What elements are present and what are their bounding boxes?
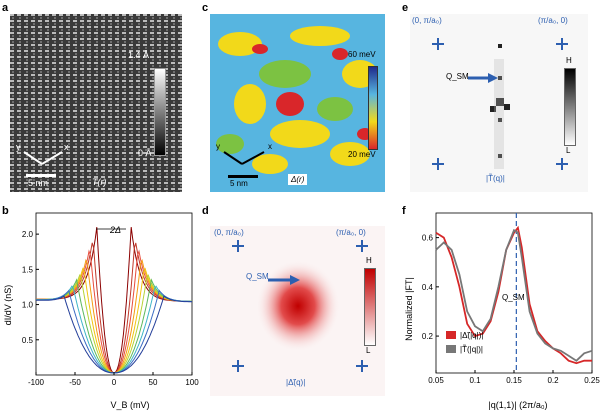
spectrum-line-4 [36, 267, 192, 374]
legend-swatch-red [446, 331, 456, 339]
chart-b-ytick-label: 1.5 [22, 265, 34, 274]
spectrum-line-3 [36, 258, 192, 374]
qsm-label-e: Q_SM [446, 72, 469, 81]
axis-x-label-c: x [268, 142, 272, 151]
colorbar-top-label: 1.4 Å [128, 50, 150, 60]
chart-f-ylabel: Normalized |FT| [404, 277, 414, 341]
ft-series-0 [435, 225, 592, 365]
chart-f-ytick-label: 0.6 [422, 234, 434, 243]
map-label-e: |T̃(q)| [486, 174, 505, 183]
ft-series-1 [435, 228, 593, 362]
axis-y-label-c: y [216, 142, 220, 151]
panel-label-f: f [402, 205, 406, 217]
colorbar-bottom-label-d: L [366, 346, 371, 355]
panel-label-d: d [202, 205, 209, 217]
axis-y-label: y [16, 142, 21, 152]
chart-b-xtick-label: 100 [185, 378, 199, 387]
spectrum-line-2 [36, 249, 192, 374]
chart-b-xtick-label: 0 [112, 378, 117, 387]
chart-b-ytick-label: 2.0 [22, 230, 34, 239]
corner-tr-d: (π/a₀, 0) [336, 228, 366, 237]
legend-label-gray: |T̃(|q|)| [460, 345, 483, 354]
panel-label-b: b [2, 205, 9, 217]
chart-f-ytick-label: 0.4 [422, 283, 434, 292]
colorbar-bottom-label: 0 Å [138, 148, 152, 158]
ft-topograph-image: (0, π/a₀) (π/a₀, 0) Q_SM H L |T̃(q)| [410, 14, 588, 192]
chart-f-xlabel: |q(1,1)| (2π/a₀) [488, 400, 547, 410]
chart-b-xlabel: V_B (mV) [110, 400, 149, 410]
gap-map-texture [210, 14, 385, 192]
spectrum-line-6 [36, 278, 192, 374]
map-label-c: Δ(r) [288, 174, 308, 185]
corner-tr-e: (π/a₀, 0) [538, 16, 568, 25]
chart-f-xtick-label: 0.15 [506, 376, 522, 385]
corner-tl-d: (0, π/a₀) [214, 228, 244, 237]
scale-bar [26, 174, 56, 177]
colorbar-e [564, 68, 576, 146]
ft-topograph-texture [432, 38, 568, 170]
spectrum-line-9 [36, 295, 192, 374]
chart-f-xtick-label: 0.25 [584, 376, 600, 385]
chart-f-vline-label: Q_SM [502, 293, 525, 302]
colorbar-bottom-label-e: L [566, 146, 571, 155]
panel-label-a: a [2, 2, 9, 14]
legend-label-red: |Δ̃(|q|)| [460, 331, 483, 340]
axes-arrows-c [223, 151, 265, 165]
axis-x-label: x [64, 142, 69, 152]
ft-profile-chart: 0.05 0.1 0.15 0.2 0.25 0.2 0.4 0.6 |q(1,1)| (2π… [404, 212, 600, 410]
spectrum-line-1 [36, 242, 192, 374]
panel-label-c: c [202, 2, 209, 14]
panel-label-e: e [402, 2, 409, 14]
chart-b-xtick-label: -50 [69, 378, 81, 387]
chart-b-xtick-label: -100 [28, 378, 45, 387]
map-label-a: T(r) [92, 177, 107, 187]
legend-swatch-gray [446, 345, 456, 353]
spectrum-line-5 [36, 274, 192, 374]
chart-b-frame [35, 212, 193, 376]
map-label-d: |Δ̃(q)| [286, 378, 306, 387]
chart-f-xtick-label: 0.05 [428, 376, 444, 385]
gap-map-image: 60 meV 20 meV y x 5 nm Δ(r) [210, 14, 385, 192]
qsm-label-d: Q_SM [246, 272, 269, 281]
chart-f-xtick-label: 0.2 [547, 376, 559, 385]
chart-b-annotation: 2Δ [109, 225, 121, 235]
scale-bar-c [228, 175, 258, 178]
axes-arrows-a [23, 151, 63, 165]
legend: |Δ̃(|q|)| |T̃(|q|)| [446, 331, 483, 354]
colorbar-bottom-label-c: 20 meV [348, 150, 376, 159]
chart-b-xtick-label: 50 [149, 378, 158, 387]
colorbar-d [364, 268, 376, 346]
colorbar-top-label-e: H [566, 56, 572, 65]
spectrum-line-8 [36, 289, 192, 374]
scale-label: 5 nm [28, 178, 49, 188]
colorbar-c [368, 66, 378, 150]
colorbar-top-label-c: 60 meV [348, 50, 376, 59]
colorbar-top-label-d: H [366, 256, 372, 265]
chart-f-ytick-label: 0.2 [422, 332, 434, 341]
topograph-image: 1.4 Å 0 Å y x 5 nm T(r) [10, 14, 182, 192]
corner-tl-e: (0, π/a₀) [412, 16, 442, 25]
chart-b-ytick-label: 1.0 [22, 301, 34, 310]
scale-label-c: 5 nm [230, 179, 248, 188]
chart-b-ytick-label: 0.5 [22, 336, 34, 345]
spectra-chart: -100 -50 0 50 100 0.5 1.0 1.5 2.0 V_B (mV) dI/dV… [3, 212, 199, 410]
chart-f-xtick-label: 0.1 [469, 376, 481, 385]
ft-gap-map-image: (0, π/a₀) (π/a₀, 0) Q_SM H L |Δ̃(q)| [210, 226, 385, 396]
ft-gap-map-texture [232, 240, 368, 372]
chart-b-ylabel: dI/dV (nS) [3, 285, 13, 326]
colorbar-a [154, 68, 166, 156]
